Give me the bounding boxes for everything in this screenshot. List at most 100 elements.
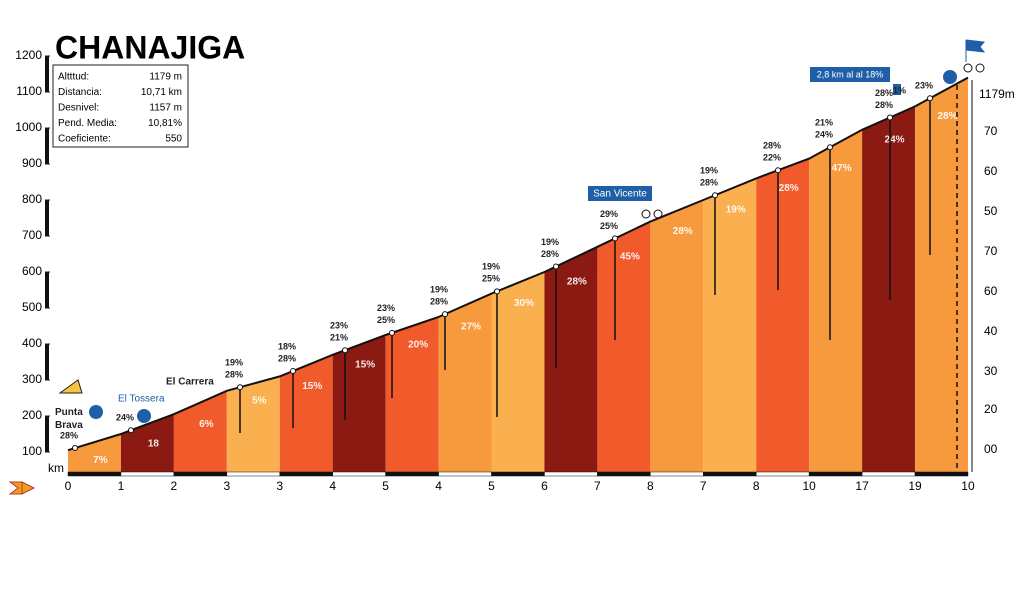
place-label: 1% — [893, 85, 906, 95]
y-tick-label: 600 — [22, 264, 42, 278]
place-box — [810, 67, 890, 82]
bike-icon — [943, 70, 957, 84]
chart-title: CHANAJIGA — [55, 29, 245, 65]
place-label: San Vicente — [593, 189, 647, 200]
marker-dot — [827, 144, 833, 151]
start-icon — [58, 379, 83, 394]
km-band — [226, 471, 281, 477]
point-label: 19% — [482, 262, 500, 272]
place-label: El Carrera — [166, 377, 214, 388]
right-label: 60 — [984, 284, 998, 298]
segment-label: 7% — [93, 455, 108, 466]
point-label: 28% — [430, 297, 448, 307]
x-tick-label: 2 — [171, 479, 178, 493]
km-band — [173, 471, 228, 477]
point-label: 25% — [482, 274, 500, 284]
segment — [703, 178, 757, 472]
bike-wheel — [641, 209, 651, 219]
segment — [332, 335, 386, 472]
y-tick-label: 1200 — [15, 48, 42, 62]
point-label: 24% — [116, 413, 134, 423]
x-tick-label: 10 — [961, 479, 975, 493]
point-label: 21% — [815, 118, 833, 128]
x-tick-label: 6 — [541, 479, 548, 493]
km-band — [650, 471, 704, 477]
segment — [491, 272, 545, 472]
km-band — [385, 471, 439, 477]
x-tick-label: 8 — [647, 479, 654, 493]
segment-label: 28% — [567, 277, 587, 288]
info-label: Coeficiente: — [58, 134, 111, 145]
x-tick-label: 3 — [223, 479, 230, 493]
y-tick-label: 500 — [22, 300, 42, 314]
info-label: Distancia: — [58, 87, 102, 98]
info-value: 10,81% — [148, 118, 182, 129]
marker-dot — [72, 445, 78, 452]
x-tick-label: 7 — [700, 479, 707, 493]
km-band — [279, 471, 333, 477]
marker-dot — [494, 288, 500, 295]
segment — [650, 200, 704, 472]
marker-dot — [612, 235, 618, 242]
point-label: 22% — [763, 153, 781, 163]
right-label: 60 — [984, 164, 998, 178]
km-band — [491, 471, 545, 477]
y-tick-label: 1100 — [16, 84, 42, 98]
y-tick-label: 200 — [22, 408, 42, 422]
y-tick-label: 900 — [22, 156, 42, 170]
segment — [544, 246, 598, 472]
point-label: 28% — [60, 430, 78, 440]
bike-icon — [89, 405, 103, 419]
point-label: 23% — [330, 321, 348, 331]
y-tick-label: 100 — [22, 444, 42, 458]
x-tick-label: 10 — [802, 479, 816, 493]
x-tick-label: 8 — [753, 479, 760, 493]
point-label: 25% — [377, 315, 395, 325]
x-tick-label: 5 — [382, 479, 389, 493]
km-band — [914, 471, 969, 477]
point-label: 28% — [225, 370, 243, 380]
flag-icon — [8, 481, 36, 495]
marker-dot — [887, 114, 893, 121]
right-label: 70 — [984, 244, 998, 258]
point-label: 24% — [815, 130, 833, 140]
info-label: Altttud: — [58, 72, 89, 83]
right-label: 40 — [984, 324, 998, 338]
right-label: 70 — [984, 124, 998, 138]
point-label: 19% — [700, 166, 718, 176]
segment — [120, 414, 174, 472]
right-label: 50 — [984, 204, 998, 218]
segment-label: 45% — [620, 251, 640, 262]
km-band — [120, 471, 175, 477]
marker-dot — [342, 347, 348, 354]
right-label: 30 — [984, 364, 998, 378]
marker-dot — [128, 427, 134, 434]
info-label: Pend. Media: — [58, 118, 117, 129]
km-band — [544, 471, 598, 477]
marker-dot — [237, 384, 243, 391]
point-label: 19% — [541, 237, 559, 247]
segment-label: 28% — [779, 183, 799, 194]
marker-dot — [290, 367, 296, 374]
x-tick-label: 3 — [276, 479, 283, 493]
point-label: 21% — [330, 333, 348, 343]
segment — [597, 221, 651, 472]
point-label: 25% — [600, 221, 618, 231]
km-band — [597, 471, 651, 477]
point-label: 29% — [600, 209, 618, 219]
info-value: 550 — [165, 134, 182, 145]
segment-label: 19% — [726, 205, 746, 216]
x-tick-label: 7 — [594, 479, 601, 493]
x-tick-label: 17 — [855, 479, 869, 493]
point-label: 19% — [430, 285, 448, 295]
segment — [68, 434, 121, 472]
place-box — [893, 84, 901, 95]
point-label: 23% — [915, 81, 933, 91]
point-label: 28% — [875, 100, 893, 110]
segment-label: 20% — [408, 340, 428, 351]
marker-dot — [775, 167, 781, 174]
km-band — [808, 471, 863, 477]
segment-label: 18 — [148, 439, 160, 450]
right-label: 00 — [984, 442, 998, 456]
